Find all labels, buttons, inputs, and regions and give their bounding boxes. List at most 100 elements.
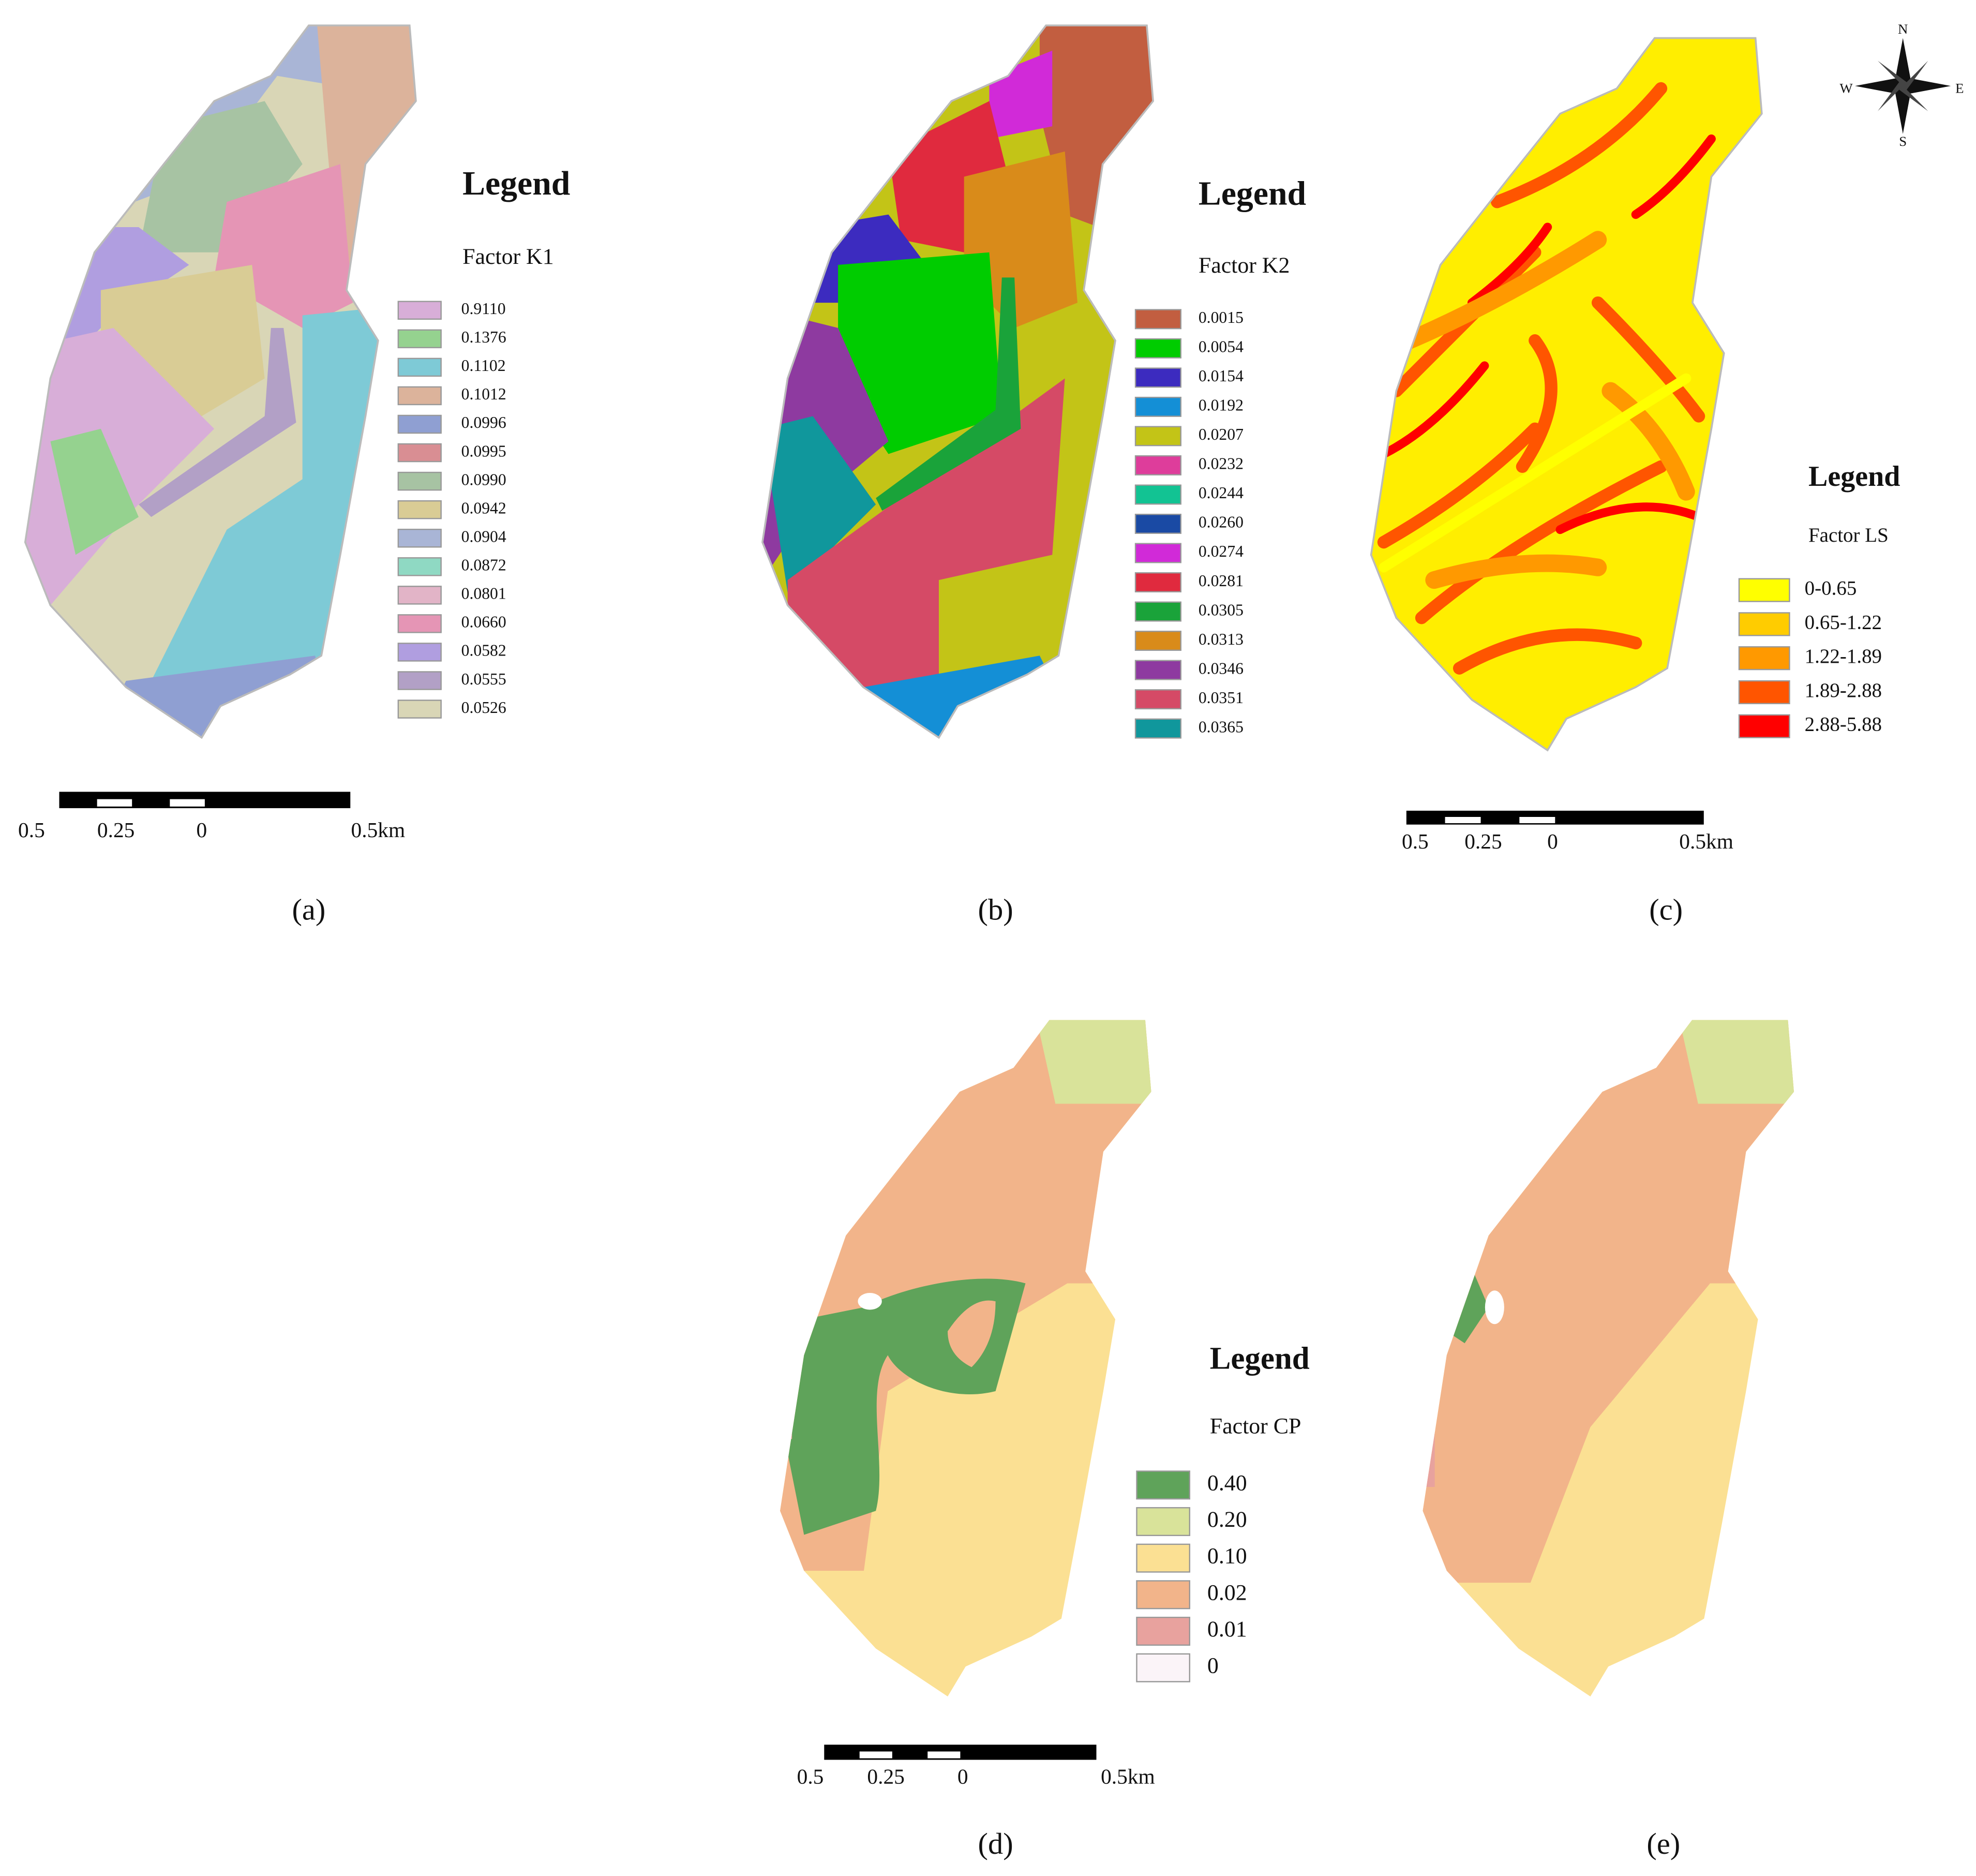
panel-label: (d) xyxy=(978,1827,1013,1860)
legend-label: 0.20 xyxy=(1207,1507,1247,1532)
region xyxy=(964,151,1077,328)
legend-swatch xyxy=(1136,1580,1191,1610)
scale-label: 0.25 xyxy=(97,818,134,842)
scale-bar-segment xyxy=(1445,817,1481,824)
legend-label: 0-0.65 xyxy=(1805,577,1857,600)
legend-label: 0.0995 xyxy=(461,442,506,460)
legend-subtitle: Factor K2 xyxy=(1199,253,1290,278)
region xyxy=(1674,1020,1794,1104)
legend-swatch xyxy=(1134,660,1181,680)
streak xyxy=(1400,231,1695,589)
scale-bar-segment xyxy=(1519,817,1555,824)
scale-bar-segment xyxy=(170,799,205,807)
legend-label: 0.0801 xyxy=(461,585,506,603)
legend-label: 0.0996 xyxy=(461,413,506,431)
legend-swatch xyxy=(1738,578,1790,602)
map-b xyxy=(761,24,1154,739)
legend-label: 0.1102 xyxy=(461,356,506,375)
legend-swatch xyxy=(1134,543,1181,563)
legend-swatch xyxy=(397,414,442,434)
scale-label: 0.25 xyxy=(1464,829,1502,853)
legend-label: 0.0990 xyxy=(461,470,506,488)
compass-w: W xyxy=(1839,81,1853,96)
map-a xyxy=(24,24,417,739)
legend-label: 0.0365 xyxy=(1199,718,1244,736)
legend-label: 0.0582 xyxy=(461,642,506,660)
legend-label: 0.0244 xyxy=(1199,484,1244,502)
legend-swatch xyxy=(1136,1507,1191,1536)
legend-swatch xyxy=(397,643,442,662)
legend-label: 0.0555 xyxy=(461,670,506,688)
map-e xyxy=(1423,1020,1794,1696)
legend-label: 0.10 xyxy=(1207,1544,1247,1569)
region xyxy=(1485,1290,1504,1324)
legend-title: Legend xyxy=(1199,175,1306,213)
legend-label: 0.40 xyxy=(1207,1470,1247,1495)
legend-label: 0.0942 xyxy=(461,499,506,517)
legend-subtitle: Factor K1 xyxy=(462,244,554,269)
region xyxy=(787,378,1065,706)
legend-swatch xyxy=(397,557,442,576)
legend-swatch xyxy=(1134,718,1181,739)
legend-swatch xyxy=(1738,646,1790,671)
scale-label: 0.25 xyxy=(867,1764,904,1788)
legend-swatch xyxy=(397,301,442,320)
legend-label: 0.0872 xyxy=(461,556,506,574)
legend-swatch xyxy=(1134,601,1181,622)
panel-label: (e) xyxy=(1646,1827,1680,1860)
scale-label: 0.5 xyxy=(797,1764,824,1788)
legend-swatch xyxy=(397,699,442,719)
scale-label: 0 xyxy=(196,818,207,842)
legend-swatch xyxy=(1136,1543,1191,1573)
legend-swatch xyxy=(1136,1616,1191,1646)
legend-label: 0.0660 xyxy=(461,613,506,631)
legend-swatch xyxy=(1136,1470,1191,1500)
legend-label: 0.02 xyxy=(1207,1580,1247,1605)
region xyxy=(1031,1020,1151,1104)
legend-swatch xyxy=(397,500,442,519)
legend-swatch xyxy=(1134,367,1181,388)
legend-swatch xyxy=(1136,1653,1191,1683)
compass: N E S W xyxy=(1839,21,1964,149)
legend-label: 0.0313 xyxy=(1199,630,1244,648)
region xyxy=(138,327,296,517)
legend-swatch xyxy=(397,386,442,406)
compass-s: S xyxy=(1899,133,1907,149)
panel-label: (b) xyxy=(978,893,1013,927)
legend-swatch xyxy=(397,329,442,349)
streak xyxy=(1379,134,1716,534)
legend-title: Legend xyxy=(1210,1342,1310,1376)
region xyxy=(50,428,139,555)
legend-label: 0.0351 xyxy=(1199,689,1244,707)
region xyxy=(876,277,1021,511)
legend-title: Legend xyxy=(1808,460,1900,493)
legend-swatch xyxy=(1134,396,1181,417)
legend-label: 0.0260 xyxy=(1199,513,1244,531)
legend-label: 0.0346 xyxy=(1199,659,1244,677)
legend-swatch xyxy=(1134,631,1181,651)
legend-title: Legend xyxy=(462,165,570,202)
region xyxy=(1423,1415,1435,1487)
legend-label: 0.9110 xyxy=(461,300,506,318)
region xyxy=(780,1295,792,1439)
legend-label: 0.1376 xyxy=(461,328,506,346)
scale-label: 0 xyxy=(957,1764,968,1788)
scale-label: 0.5 xyxy=(1402,829,1429,853)
compass-star xyxy=(1877,61,1928,111)
legend-swatch xyxy=(1134,455,1181,475)
legend-swatch xyxy=(397,358,442,377)
legend-label: 0.0015 xyxy=(1199,308,1244,326)
scale-label: 0 xyxy=(1547,829,1558,853)
legend-label: 0.0192 xyxy=(1199,396,1244,414)
legend-swatch xyxy=(397,528,442,548)
scale-label: 0.5km xyxy=(351,818,406,842)
legend-swatch xyxy=(397,471,442,491)
legend-swatch xyxy=(1738,612,1790,636)
slope-streaks xyxy=(1377,82,1716,675)
scale-bar-segment xyxy=(97,799,132,807)
legend-label: 0 xyxy=(1207,1654,1219,1678)
legend-swatch xyxy=(1134,338,1181,359)
legend-label: 0.65-1.22 xyxy=(1805,611,1882,633)
map-c xyxy=(1370,37,1763,751)
